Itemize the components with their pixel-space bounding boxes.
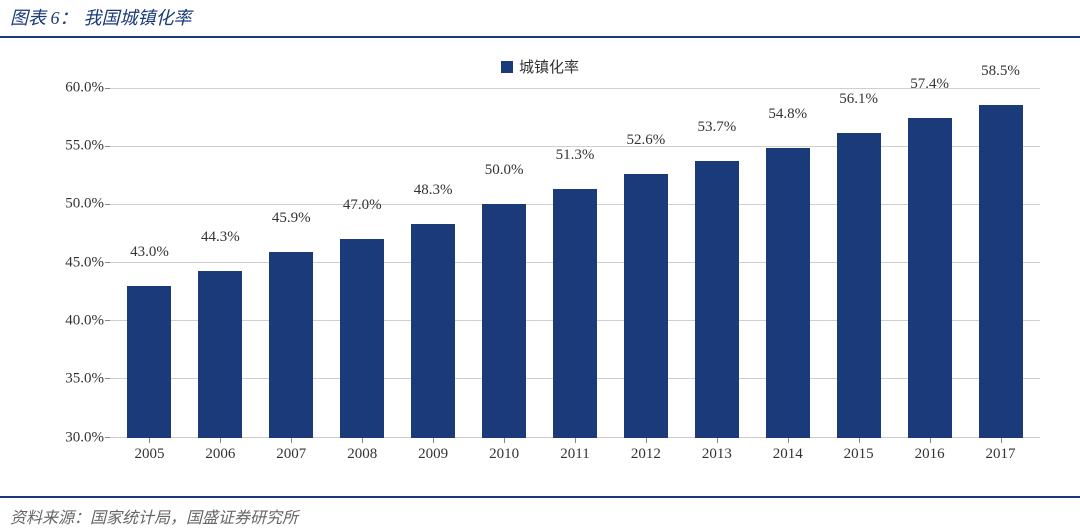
- chart-header: 图表 6： 我国城镇化率: [0, 0, 1080, 38]
- bar-column: 47.0%: [327, 88, 398, 438]
- bar-column: 48.3%: [398, 88, 469, 438]
- bar-value-label: 51.3%: [556, 147, 595, 168]
- bar-column: 52.6%: [610, 88, 681, 438]
- bar: [979, 105, 1023, 438]
- bar: [269, 252, 313, 438]
- plot-area: 30.0%35.0%40.0%45.0%50.0%55.0%60.0% 43.0…: [40, 88, 1040, 468]
- bar-value-label: 48.3%: [414, 182, 453, 203]
- bar-column: 45.9%: [256, 88, 327, 438]
- bar-value-label: 50.0%: [485, 162, 524, 183]
- bar-value-label: 58.5%: [981, 63, 1020, 84]
- bar-value-label: 57.4%: [910, 76, 949, 97]
- bar-column: 58.5%: [965, 88, 1036, 438]
- bar: [908, 118, 952, 438]
- bar: [482, 204, 526, 437]
- bar: [837, 133, 881, 438]
- y-tick-label: 55.0%: [40, 137, 104, 154]
- x-tick-label: 2012: [610, 438, 681, 468]
- x-tick-label: 2008: [327, 438, 398, 468]
- y-tick-label: 35.0%: [40, 371, 104, 388]
- bar-value-label: 45.9%: [272, 210, 311, 231]
- x-tick-label: 2009: [398, 438, 469, 468]
- bar-value-label: 44.3%: [201, 229, 240, 250]
- x-tick-label: 2007: [256, 438, 327, 468]
- bar: [127, 286, 171, 438]
- bar-column: 56.1%: [823, 88, 894, 438]
- bar-column: 53.7%: [681, 88, 752, 438]
- bar-value-label: 43.0%: [130, 244, 169, 265]
- y-tick-label: 60.0%: [40, 79, 104, 96]
- bar-column: 54.8%: [752, 88, 823, 438]
- legend-item: 城镇化率: [501, 56, 579, 77]
- bar-column: 50.0%: [469, 88, 540, 438]
- x-tick-label: 2016: [894, 438, 965, 468]
- x-tick-label: 2011: [540, 438, 611, 468]
- chart-title: 我国城镇化率: [84, 4, 192, 30]
- bar: [695, 161, 739, 438]
- source-text: 资料来源：国家统计局，国盛证券研究所: [10, 510, 298, 527]
- bar: [411, 224, 455, 438]
- legend-label: 城镇化率: [519, 56, 579, 77]
- bar-value-label: 54.8%: [768, 106, 807, 127]
- x-axis: 2005200620072008200920102011201220132014…: [110, 438, 1040, 468]
- bar: [624, 174, 668, 438]
- x-tick-label: 2006: [185, 438, 256, 468]
- y-axis: 30.0%35.0%40.0%45.0%50.0%55.0%60.0%: [40, 88, 110, 438]
- chart-area: 城镇化率 30.0% 35.0% 40.0% 45.0% 50.0% 55.0% 60.0%…: [0, 38, 1080, 496]
- y-tick-label: 50.0%: [40, 196, 104, 213]
- bar-column: 43.0%: [114, 88, 185, 438]
- bar: [766, 148, 810, 437]
- x-tick-label: 2013: [681, 438, 752, 468]
- y-tick-label: 30.0%: [40, 429, 104, 446]
- x-tick-label: 2015: [823, 438, 894, 468]
- chart-legend: 城镇化率: [40, 46, 1040, 84]
- bar-value-label: 56.1%: [839, 91, 878, 112]
- x-tick-label: 2005: [114, 438, 185, 468]
- x-tick-label: 2017: [965, 438, 1036, 468]
- bars-container: 43.0% 44.3% 45.9% 47.0% 48.3% 50.0% 51.3% 52.6%…: [110, 88, 1040, 438]
- legend-swatch: [501, 61, 513, 73]
- bar-column: 44.3%: [185, 88, 256, 438]
- bar: [340, 239, 384, 437]
- x-tick-label: 2010: [469, 438, 540, 468]
- y-tick-label: 45.0%: [40, 254, 104, 271]
- bar: [553, 189, 597, 438]
- bar-column: 51.3%: [540, 88, 611, 438]
- bar-column: 57.4%: [894, 88, 965, 438]
- bar-value-label: 53.7%: [697, 119, 736, 140]
- y-tick-label: 40.0%: [40, 312, 104, 329]
- bar: [198, 271, 242, 438]
- bar-value-label: 47.0%: [343, 197, 382, 218]
- bar-value-label: 52.6%: [627, 132, 666, 153]
- chart-caption: 图表 6：: [10, 4, 78, 30]
- x-tick-label: 2014: [752, 438, 823, 468]
